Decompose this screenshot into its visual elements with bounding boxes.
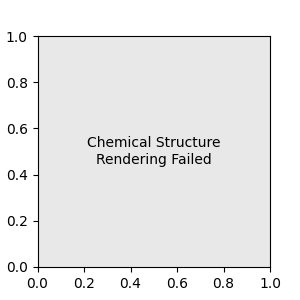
Text: Chemical Structure
Rendering Failed: Chemical Structure Rendering Failed [87, 136, 220, 166]
